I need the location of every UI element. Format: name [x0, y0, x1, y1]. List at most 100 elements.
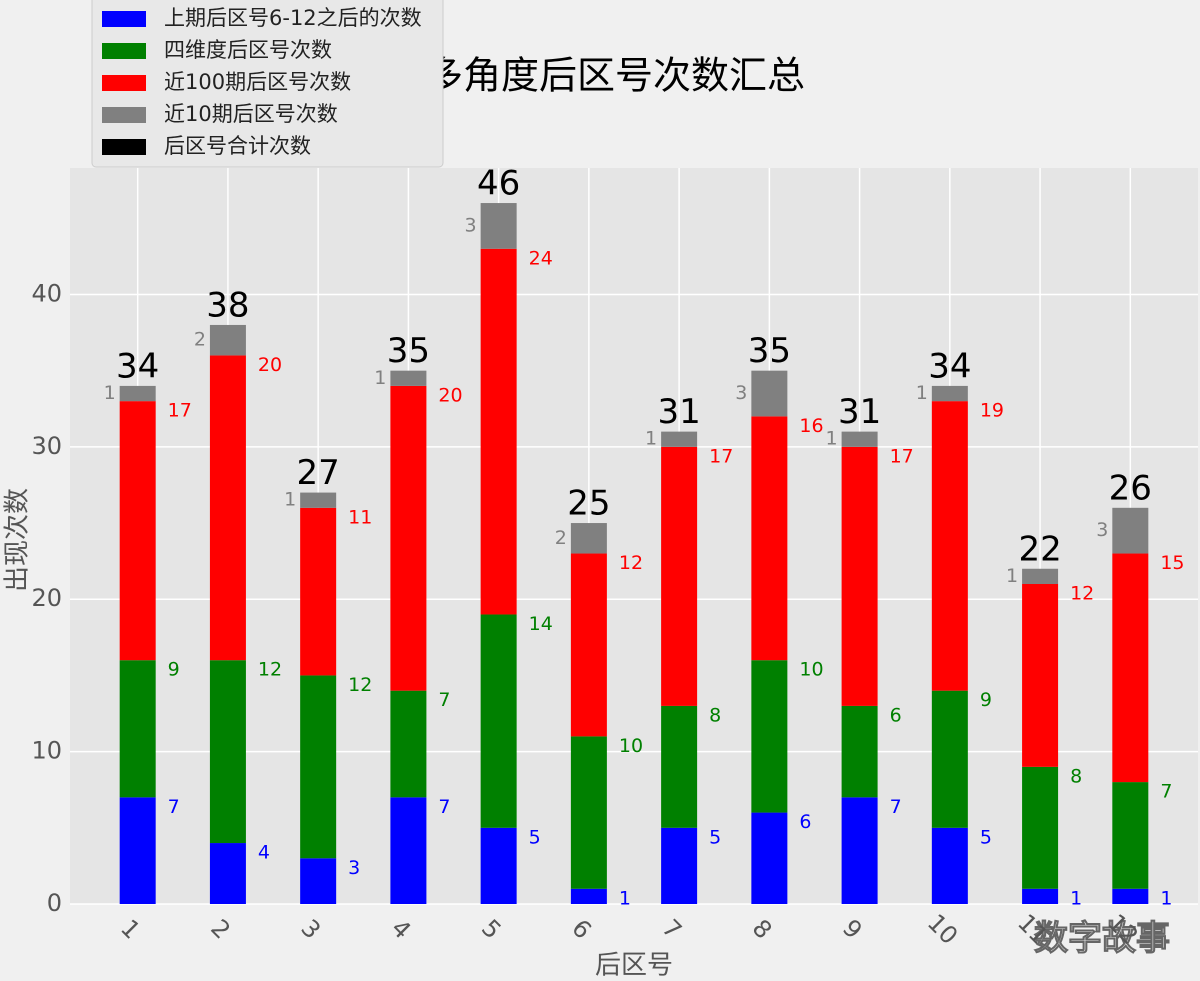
- data-label: 2: [194, 329, 206, 351]
- total-label: 34: [116, 346, 159, 386]
- data-label: 20: [258, 354, 282, 376]
- bar-segment: [209, 660, 246, 844]
- data-label: 12: [258, 659, 282, 681]
- data-label: 1: [619, 887, 631, 909]
- bar-segment: [300, 507, 337, 676]
- marks: 7917134412202383121112777201355142434611…: [104, 164, 1185, 910]
- data-label: 7: [1160, 781, 1172, 803]
- bar-segment: [661, 827, 698, 904]
- bar-segment: [570, 553, 607, 737]
- bar-segment: [1112, 888, 1149, 904]
- data-label: 19: [980, 400, 1004, 422]
- bar-segment: [661, 446, 698, 706]
- watermark: 数字故事: [1034, 919, 1170, 959]
- data-label: 17: [890, 445, 914, 467]
- legend-label: 近10期后区号次数: [164, 102, 338, 126]
- data-label: 24: [529, 247, 553, 269]
- data-label: 17: [168, 400, 192, 422]
- total-label: 31: [657, 392, 700, 432]
- bar-segment: [841, 797, 878, 904]
- data-label: 3: [735, 382, 747, 404]
- bar-segment: [390, 797, 427, 904]
- legend-label: 近100期后区号次数: [164, 70, 351, 94]
- legend-swatch: [102, 43, 146, 59]
- bar-segment: [751, 812, 788, 904]
- data-label: 10: [799, 659, 823, 681]
- data-label: 2: [555, 527, 567, 549]
- data-label: 16: [799, 415, 823, 437]
- bar-segment: [570, 888, 607, 904]
- data-label: 3: [348, 857, 360, 879]
- data-label: 12: [1070, 583, 1094, 605]
- bar-segment: [1112, 507, 1149, 554]
- bar-segment: [751, 416, 788, 661]
- bar-segment: [1112, 782, 1149, 889]
- legend-swatch: [102, 11, 146, 27]
- data-label: 3: [465, 214, 477, 236]
- bar-segment: [209, 843, 246, 904]
- bar-segment: [661, 705, 698, 828]
- data-label: 8: [1070, 765, 1082, 787]
- legend-box: [91, 0, 444, 168]
- bar-segment: [1112, 553, 1149, 783]
- total-label: 46: [477, 164, 520, 204]
- data-label: 1: [645, 428, 657, 450]
- bar-segment: [931, 401, 968, 691]
- data-label: 12: [619, 552, 643, 574]
- legend: 上期后区号6-12之后的次数四维度后区号次数近100期后区号次数近10期后区号次…: [91, 0, 444, 168]
- bar-segment: [1022, 584, 1059, 767]
- chart-title: 多角度后区号次数汇总: [425, 54, 805, 98]
- data-label: 17: [709, 445, 733, 467]
- data-label: 4: [258, 842, 270, 864]
- total-label: 25: [567, 484, 610, 524]
- data-label: 1: [826, 428, 838, 450]
- data-label: 1: [284, 489, 296, 511]
- y-tick-label: 20: [31, 584, 62, 612]
- y-tick-label: 40: [31, 279, 62, 307]
- legend-swatch: [102, 107, 146, 123]
- bar-segment: [841, 431, 878, 447]
- y-axis-label: 出现次数: [3, 488, 33, 592]
- data-label: 7: [438, 689, 450, 711]
- data-label: 7: [890, 796, 902, 818]
- plot-area: [70, 168, 1198, 904]
- bar-segment: [209, 324, 246, 356]
- legend-label: 后区号合计次数: [164, 134, 311, 158]
- data-label: 15: [1160, 552, 1184, 574]
- bar-segment: [390, 385, 427, 691]
- data-label: 1: [104, 382, 116, 404]
- data-label: 1: [1006, 565, 1018, 587]
- bar-segment: [751, 660, 788, 813]
- bar-segment: [931, 690, 968, 828]
- data-label: 6: [890, 704, 902, 726]
- total-label: 26: [1109, 468, 1152, 508]
- data-label: 10: [619, 735, 643, 757]
- data-label: 14: [529, 613, 553, 635]
- bar-segment: [209, 355, 246, 661]
- total-label: 35: [387, 331, 430, 371]
- legend-label: 上期后区号6-12之后的次数: [164, 6, 422, 30]
- total-label: 38: [206, 285, 249, 325]
- data-label: 11: [348, 506, 372, 528]
- bar-segment: [1022, 888, 1059, 904]
- data-label: 1: [1070, 887, 1082, 909]
- bar-segment: [931, 827, 968, 904]
- bar-segment: [661, 431, 698, 447]
- bar-segment: [751, 370, 788, 417]
- bar-segment: [480, 614, 517, 828]
- bar-segment: [390, 370, 427, 386]
- total-label: 31: [838, 392, 881, 432]
- data-label: 8: [709, 704, 721, 726]
- legend-label: 四维度后区号次数: [164, 38, 332, 62]
- x-axis-label: 后区号: [595, 951, 673, 981]
- total-label: 22: [1018, 529, 1061, 569]
- data-label: 1: [374, 367, 386, 389]
- data-label: 7: [168, 796, 180, 818]
- data-label: 3: [1096, 519, 1108, 541]
- y-tick-label: 10: [31, 737, 62, 765]
- total-label: 27: [297, 453, 340, 493]
- data-label: 6: [799, 811, 811, 833]
- bar-segment: [570, 523, 607, 554]
- bar-segment: [841, 446, 878, 706]
- data-label: 1: [916, 382, 928, 404]
